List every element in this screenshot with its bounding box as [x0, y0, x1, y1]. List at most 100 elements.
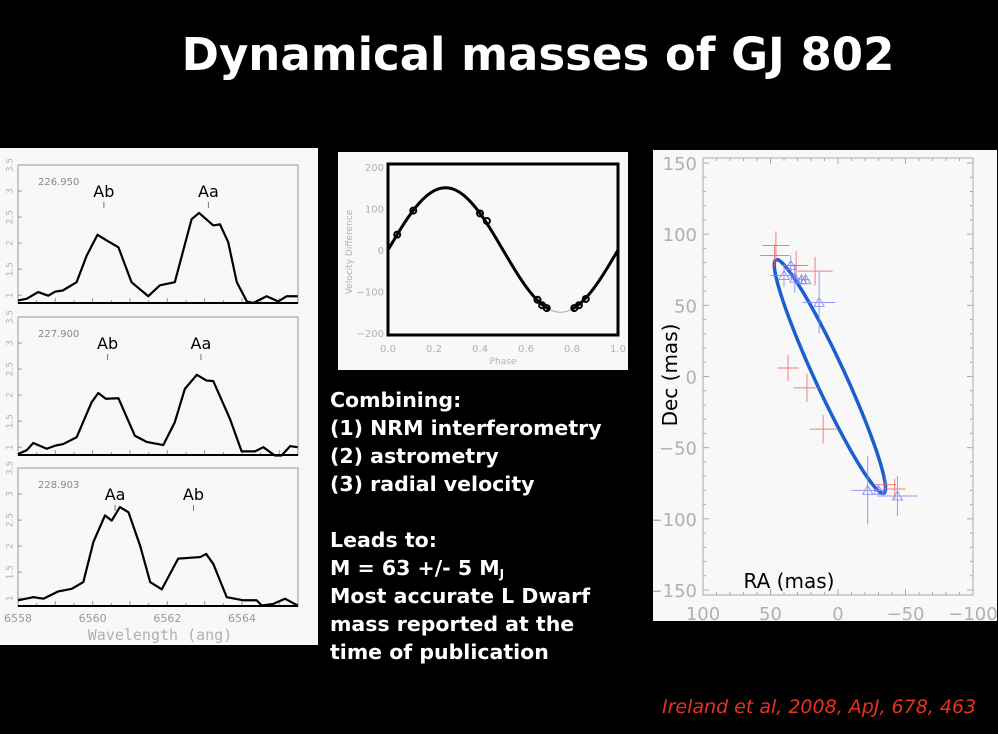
- slide-title: Dynamical masses of GJ 802: [181, 28, 895, 81]
- y-tick-label: −100: [357, 288, 384, 299]
- model-curve: [571, 249, 620, 311]
- blue-data-point: [877, 476, 918, 516]
- component-label: Ab: [183, 485, 204, 504]
- plot-frame: [702, 157, 974, 596]
- spectra-chart: 1 1.5 2 2.5 3 3.5 226.950 Ab Aa 1 1.5 2 2.5 3 3.5 227.9…: [4, 158, 299, 644]
- data-point: [533, 295, 542, 304]
- y-tick-label: 3: [6, 491, 16, 497]
- component-label: Ab: [93, 182, 114, 201]
- y-tick-label: 1.5: [6, 565, 16, 579]
- panel-label: 226.950: [38, 177, 79, 188]
- y-tick-label: 3.5: [6, 461, 16, 475]
- mass-line: M = 63 +/- 5 MJ: [330, 554, 602, 582]
- mass-text: M = 63 +/- 5 M: [330, 556, 500, 580]
- data-point: [482, 216, 491, 225]
- model-curve-unsampled: [548, 308, 573, 313]
- y-tick-label: −50: [659, 439, 697, 460]
- y-axis-label: Velocity Difference: [345, 209, 355, 294]
- x-tick-label: 1.0: [610, 344, 626, 355]
- data-point: [542, 304, 551, 313]
- blue-data-point: [799, 273, 812, 285]
- citation: Ireland et al, 2008, ApJ, 678, 463: [662, 696, 977, 718]
- data-point: [574, 301, 583, 310]
- y-tick-label: 0: [686, 368, 697, 389]
- red-data-point: [759, 244, 790, 267]
- x-tick-label: −100: [948, 604, 997, 621]
- data-point: [393, 230, 402, 239]
- blue-data-point: [782, 255, 799, 276]
- blue-data-point: [770, 264, 798, 287]
- model-curve: [386, 186, 550, 311]
- x-tick-label: −50: [887, 604, 925, 621]
- y-tick-label: −100: [653, 510, 697, 531]
- y-tick-label: 3: [6, 188, 16, 194]
- text-line: time of publication: [330, 640, 549, 664]
- y-tick-label: 1.5: [6, 414, 16, 428]
- triangle-marker: [799, 273, 812, 285]
- text-line: Combining:: [330, 388, 462, 412]
- y-tick-label: 1: [6, 444, 16, 450]
- data-point: [409, 206, 418, 215]
- triangle-marker: [778, 269, 790, 280]
- y-tick-label: −150: [653, 581, 697, 602]
- x-tick-label: 0.4: [472, 344, 488, 355]
- text-line: mass reported at the: [330, 612, 575, 636]
- y-tick-label: 2: [6, 543, 16, 549]
- x-tick-label: 0.2: [426, 344, 442, 355]
- red-data-point: [777, 355, 799, 381]
- text-line: [330, 498, 602, 526]
- x-tick-label: 6558: [4, 612, 32, 625]
- text-line: Most accurate L Dwarf: [330, 584, 591, 608]
- triangle-marker: [788, 272, 801, 283]
- blue-data-point: [788, 264, 801, 293]
- component-label: Ab: [97, 334, 118, 353]
- orbit-panel: 150 100 50 0 −50 −100 −150 100 50 0 −50 −100 RA (mas…: [653, 150, 997, 621]
- rv-panel: 0.0 0.2 0.4 0.6 0.8 1.0 200 100 0 −100 −200 Phase Ve…: [338, 152, 628, 370]
- mass-subscript: J: [499, 567, 505, 581]
- blue-data-point: [802, 271, 836, 334]
- panel-label: 228.903: [38, 480, 79, 491]
- text-line: (3) radial velocity: [330, 472, 535, 496]
- triangle-marker: [872, 484, 885, 495]
- y-tick-label: 2: [6, 392, 16, 398]
- spectra-panel: 1 1.5 2 2.5 3 3.5 226.950 Ab Aa 1 1.5 2 2.5 3 3.5 227.9…: [0, 148, 318, 645]
- triangle-marker: [784, 259, 797, 270]
- x-tick-label: 100: [686, 604, 720, 621]
- x-tick-label: 50: [759, 604, 782, 621]
- red-data-point: [874, 476, 897, 494]
- text-line: (1) NRM interferometry: [330, 416, 602, 440]
- red-data-point: [793, 373, 821, 403]
- component-label: Aa: [198, 182, 219, 201]
- text-line: (2) astrometry: [330, 444, 499, 468]
- y-tick-label: 100: [365, 205, 384, 216]
- y-tick-label: −200: [357, 329, 384, 340]
- text-line: Leads to:: [330, 528, 437, 552]
- spectrum-line: [17, 505, 299, 607]
- y-axis-label: Dec (mas): [658, 324, 682, 427]
- y-tick-label: 0: [378, 246, 384, 257]
- panel-label: 227.900: [38, 329, 79, 340]
- x-tick-label: 0.0: [380, 344, 396, 355]
- y-tick-label: 1: [6, 595, 16, 601]
- y-tick-label: 2: [6, 240, 16, 246]
- y-tick-label: 3.5: [6, 158, 16, 172]
- x-axis-label: RA (mas): [744, 569, 835, 593]
- x-axis-label: Wavelength (ang): [88, 626, 233, 644]
- y-tick-label: 3: [6, 340, 16, 346]
- x-tick-label: 6560: [79, 612, 107, 625]
- red-data-point: [809, 414, 837, 444]
- orbit-ellipse: [772, 257, 888, 496]
- y-tick-label: 100: [663, 225, 697, 246]
- data-point: [476, 209, 484, 218]
- blue-data-point: [872, 484, 885, 495]
- y-tick-label: 1.5: [6, 262, 16, 276]
- triangle-marker: [891, 490, 904, 501]
- spectrum-line: [17, 211, 298, 305]
- component-label: Aa: [105, 485, 126, 504]
- x-tick-label: 6562: [153, 612, 181, 625]
- x-tick-label: 0: [832, 604, 843, 621]
- y-tick-label: 150: [663, 154, 697, 175]
- triangle-marker: [813, 296, 825, 307]
- y-tick-label: 1: [6, 292, 16, 298]
- x-tick-label: 6564: [228, 612, 256, 625]
